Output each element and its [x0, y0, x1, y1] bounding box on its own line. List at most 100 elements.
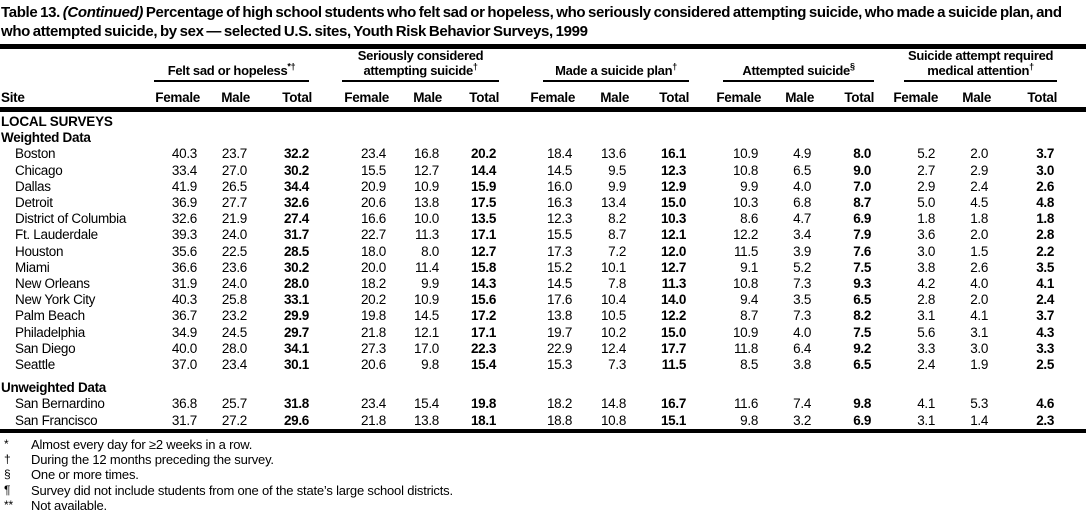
value-cell: 15.0: [660, 324, 687, 340]
section-subheading-cell: Weighted Data: [1, 130, 91, 146]
value-cell: 12.3: [546, 211, 573, 227]
value-cell: 1.8: [917, 211, 936, 227]
value-cell: 22.3: [470, 340, 497, 356]
value-cell: 23.4: [221, 357, 247, 373]
value-cell: 14.3: [470, 276, 497, 292]
section-subheading: Weighted Data: [0, 130, 1086, 146]
value-cell: 15.3: [546, 357, 573, 373]
site-cell: San Francisco: [15, 412, 98, 428]
value-cell: 10.5: [600, 308, 627, 324]
site-cell: Dallas: [15, 178, 51, 194]
table-row: Ft. Lauderdale 39.3 24.0 31.7 22.7 11.3 17.1 15…: [0, 227, 1086, 243]
value-cell: 10.1: [600, 259, 627, 275]
value-cell: 27.3: [360, 340, 387, 356]
value-cell: 21.8: [360, 324, 387, 340]
value-cell: 14.5: [546, 276, 573, 292]
value-cell: 3.0: [1036, 162, 1055, 178]
value-cell: 16.8: [413, 146, 440, 162]
value-cell: 26.5: [221, 178, 247, 194]
group-header-considered-suicide: Seriously considered attempting suicide†: [312, 48, 500, 82]
group-header-suicide-plan: Made a suicide plan†: [499, 49, 690, 82]
value-cell: 23.4: [360, 396, 387, 412]
footnote-text: During the 12 months preceding the surve…: [31, 452, 274, 468]
value-cell: 17.2: [470, 308, 497, 324]
value-cell: 4.8: [1036, 195, 1055, 211]
value-cell: 5.2: [917, 146, 936, 162]
spacer-row-cell: [0, 373, 1086, 380]
section-subheading: Unweighted Data: [0, 380, 1086, 396]
value-cell: 7.0: [853, 178, 872, 194]
footnote-text: Survey did not include students from one…: [31, 482, 453, 498]
value-cell: 20.0: [360, 259, 387, 275]
value-cell: 5.2: [793, 259, 812, 275]
value-cell: 21.9: [221, 211, 247, 227]
value-cell: 28.0: [283, 276, 310, 292]
value-cell: 18.2: [546, 396, 573, 412]
value-cell: 4.3: [1036, 324, 1055, 340]
col-female: Female: [312, 82, 389, 112]
value-cell: 40.3: [171, 146, 197, 162]
value-cell: 8.2: [853, 308, 872, 324]
value-cell: 9.0: [853, 162, 872, 178]
value-cell: 2.0: [970, 146, 989, 162]
value-cell: 12.1: [660, 227, 687, 243]
footnote: * Almost every day for ≥2 weeks in a row…: [1, 437, 1086, 452]
value-cell: 17.6: [546, 292, 573, 308]
value-cell: 20.6: [360, 357, 387, 373]
value-cell: 25.8: [221, 292, 247, 308]
value-cell: 11.4: [414, 259, 440, 275]
value-cell: 3.8: [917, 259, 936, 275]
value-cell: 16.0: [546, 178, 573, 194]
value-cell: 11.3: [414, 227, 440, 243]
value-cell: 5.0: [917, 195, 936, 211]
value-cell: 27.0: [221, 162, 247, 178]
site-header-spacer: [0, 49, 152, 82]
value-cell: 11.3: [661, 276, 687, 292]
value-cell: 31.8: [283, 396, 310, 412]
value-cell: 8.7: [740, 308, 759, 324]
filler: [1057, 49, 1086, 82]
value-cell: 15.9: [470, 178, 497, 194]
value-cell: 15.0: [660, 195, 687, 211]
value-cell: 29.7: [283, 324, 310, 340]
value-cell: 12.4: [600, 340, 627, 356]
value-cell: 30.1: [283, 357, 310, 373]
value-cell: 31.9: [171, 276, 197, 292]
value-cell: 3.2: [793, 412, 812, 428]
filler-cell: [1057, 308, 1086, 324]
value-cell: 10.9: [413, 178, 440, 194]
value-cell: 7.5: [853, 259, 872, 275]
value-cell: 22.7: [360, 227, 387, 243]
value-cell: 10.9: [732, 324, 759, 340]
value-cell: 17.3: [546, 243, 573, 259]
value-cell: 31.7: [171, 412, 197, 428]
value-cell: 6.5: [793, 162, 812, 178]
value-cell: 2.2: [1036, 243, 1055, 259]
footnote-symbol: ¶: [4, 482, 11, 497]
value-cell: 15.5: [546, 227, 573, 243]
value-cell: 20.2: [470, 146, 497, 162]
value-cell: 11.8: [733, 340, 759, 356]
value-cell: 12.7: [413, 162, 440, 178]
value-cell: 34.1: [283, 340, 310, 356]
value-cell: 9.8: [853, 396, 872, 412]
section-heading: LOCAL SURVEYS: [0, 110, 1086, 131]
value-cell: 6.8: [793, 195, 812, 211]
col-male: Male: [575, 82, 629, 112]
value-cell: 24.0: [221, 276, 247, 292]
column-header-row: Site Female Male Total Female Male Total…: [0, 82, 1086, 112]
value-cell: 10.8: [600, 412, 627, 428]
col-male: Male: [200, 82, 250, 112]
value-cell: 35.6: [171, 243, 197, 259]
col-female: Female: [499, 82, 575, 112]
value-cell: 4.1: [1036, 276, 1055, 292]
value-cell: 17.7: [660, 340, 687, 356]
value-cell: 4.1: [970, 308, 989, 324]
footnote-text: Not available.: [31, 498, 107, 514]
value-cell: 10.3: [660, 211, 687, 227]
table-row: District of Columbia 32.6 21.9 27.4 16.6 10.0…: [0, 211, 1086, 227]
value-cell: 17.0: [413, 340, 440, 356]
value-cell: 4.2: [917, 276, 936, 292]
value-cell: 1.8: [970, 211, 989, 227]
value-cell: 3.4: [793, 227, 812, 243]
